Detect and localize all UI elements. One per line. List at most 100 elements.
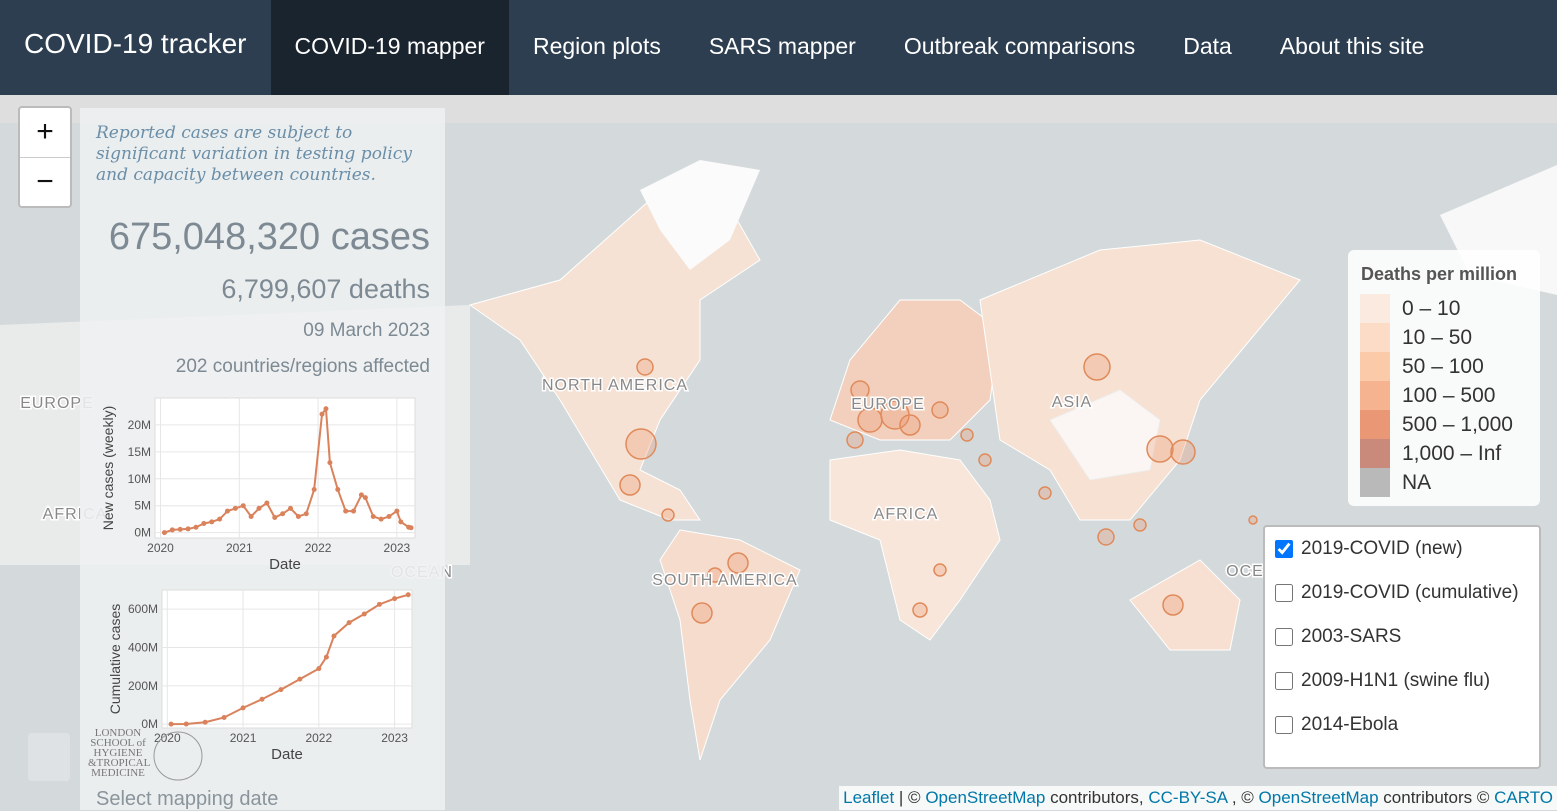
y-tick-label: 10M: [128, 472, 151, 486]
legend-label: 0 – 10: [1402, 296, 1461, 320]
point: [177, 526, 183, 532]
logo-line: LONDON: [94, 727, 142, 739]
zoom-out[interactable]: −: [20, 157, 70, 207]
case-circle: [1162, 594, 1184, 616]
legend-item: NA: [1360, 468, 1431, 497]
case-circle: [931, 401, 949, 419]
legend-label: 500 – 1,000: [1402, 412, 1513, 436]
point: [346, 620, 352, 626]
layer-option[interactable]: 2014-Ebola: [1265, 703, 1539, 747]
layer-option[interactable]: 2019-COVID (new): [1265, 527, 1539, 571]
point: [278, 687, 284, 693]
nav-item[interactable]: Region plots: [532, 33, 661, 59]
layer-control: 2019-COVID (new) 2019-COVID (cumulative) 2…: [1263, 525, 1541, 769]
date-select-label: Select mapping date: [96, 788, 279, 810]
point: [161, 530, 167, 536]
point: [376, 601, 382, 607]
point: [394, 508, 400, 514]
attribution-link[interactable]: CARTO: [1494, 788, 1553, 807]
case-circle: [850, 380, 870, 400]
legend-item: 100 – 500: [1360, 381, 1495, 410]
case-circle: [727, 552, 749, 574]
layer-option[interactable]: 2019-COVID (cumulative): [1265, 571, 1539, 615]
y-tick-label: 0M: [141, 717, 158, 731]
layer-checkbox[interactable]: [1275, 540, 1293, 558]
nav-item[interactable]: Data: [1183, 33, 1232, 59]
zoom-in[interactable]: +: [36, 115, 54, 148]
y-tick-label: 600M: [128, 602, 158, 616]
affected: 202 countries/regions affected: [175, 356, 430, 377]
map-label: OCE: [1226, 563, 1264, 580]
point: [323, 406, 329, 412]
y-axis-label: Cumulative cases: [107, 604, 123, 715]
layer-label: 2009-H1N1 (swine flu): [1301, 670, 1491, 691]
attribution-text: contributors,: [1050, 788, 1144, 807]
point: [295, 513, 301, 519]
point: [288, 505, 294, 511]
attribution-link[interactable]: OpenStreetMap: [1258, 788, 1379, 807]
layer-checkbox[interactable]: [1275, 628, 1293, 646]
layer-label: 2003-SARS: [1301, 626, 1402, 647]
layer-label: 2019-COVID (new): [1301, 538, 1463, 559]
case-circle: [978, 453, 992, 467]
legend-label: 1,000 – Inf: [1402, 441, 1502, 465]
layer-checkbox[interactable]: [1275, 716, 1293, 734]
x-tick-label: 2023: [384, 541, 411, 555]
point: [358, 492, 364, 498]
nav-item[interactable]: SARS mapper: [708, 33, 856, 59]
x-tick-label: 2023: [381, 731, 408, 745]
layer-option[interactable]: 2003-SARS: [1265, 615, 1539, 659]
legend-item: 10 – 50: [1360, 323, 1472, 352]
nav-item[interactable]: About this site: [1279, 33, 1425, 59]
logo-line: &TROPICAL: [88, 757, 151, 769]
point: [405, 592, 411, 598]
layer-checkbox[interactable]: [1275, 584, 1293, 602]
point: [319, 411, 325, 417]
point: [316, 666, 322, 672]
legend-item: 50 – 100: [1360, 352, 1484, 381]
attribution-link[interactable]: OpenStreetMap: [925, 788, 1046, 807]
case-circle: [1133, 518, 1147, 532]
case-circle: [1097, 528, 1115, 546]
point: [398, 519, 404, 525]
point: [240, 503, 246, 509]
legend-swatch: [1360, 381, 1390, 410]
x-tick-label: 2022: [305, 731, 332, 745]
brand[interactable]: COVID-19 tracker: [24, 28, 247, 59]
point: [183, 721, 189, 727]
case-circle: [1248, 515, 1258, 525]
point: [185, 526, 191, 532]
point: [392, 596, 398, 602]
attribution-link[interactable]: CC-BY-SA: [1148, 788, 1228, 807]
point: [378, 516, 384, 522]
point: [362, 495, 368, 501]
twitter-button[interactable]: [28, 733, 70, 781]
legend-swatch: [1360, 439, 1390, 468]
point: [202, 719, 208, 725]
nav-item[interactable]: COVID-19 mapper: [270, 0, 509, 95]
point: [323, 654, 329, 660]
point: [370, 513, 376, 519]
logo-line: MEDICINE: [91, 767, 145, 779]
layer-option[interactable]: 2009-H1N1 (swine flu): [1265, 659, 1539, 703]
x-tick-label: 2020: [154, 731, 181, 745]
y-tick-label: 0M: [134, 526, 151, 540]
case-circle: [707, 567, 723, 583]
case-circles: [619, 353, 1258, 624]
point: [169, 527, 175, 533]
nav-item[interactable]: Outbreak comparisons: [903, 33, 1136, 59]
layer-label: 2019-COVID (cumulative): [1301, 582, 1519, 603]
case-circle: [1038, 486, 1052, 500]
x-tick-label: 2021: [226, 541, 253, 555]
point: [408, 525, 414, 531]
attribution-link[interactable]: Leaflet: [843, 788, 895, 807]
case-circle: [846, 431, 864, 449]
case-circle: [619, 474, 641, 496]
legend-swatch: [1360, 323, 1390, 352]
x-axis-label: Date: [269, 556, 301, 573]
point: [224, 508, 230, 514]
legend-label: 50 – 100: [1402, 354, 1484, 378]
layer-checkbox[interactable]: [1275, 672, 1293, 690]
map-label: AFRICA: [874, 506, 939, 523]
